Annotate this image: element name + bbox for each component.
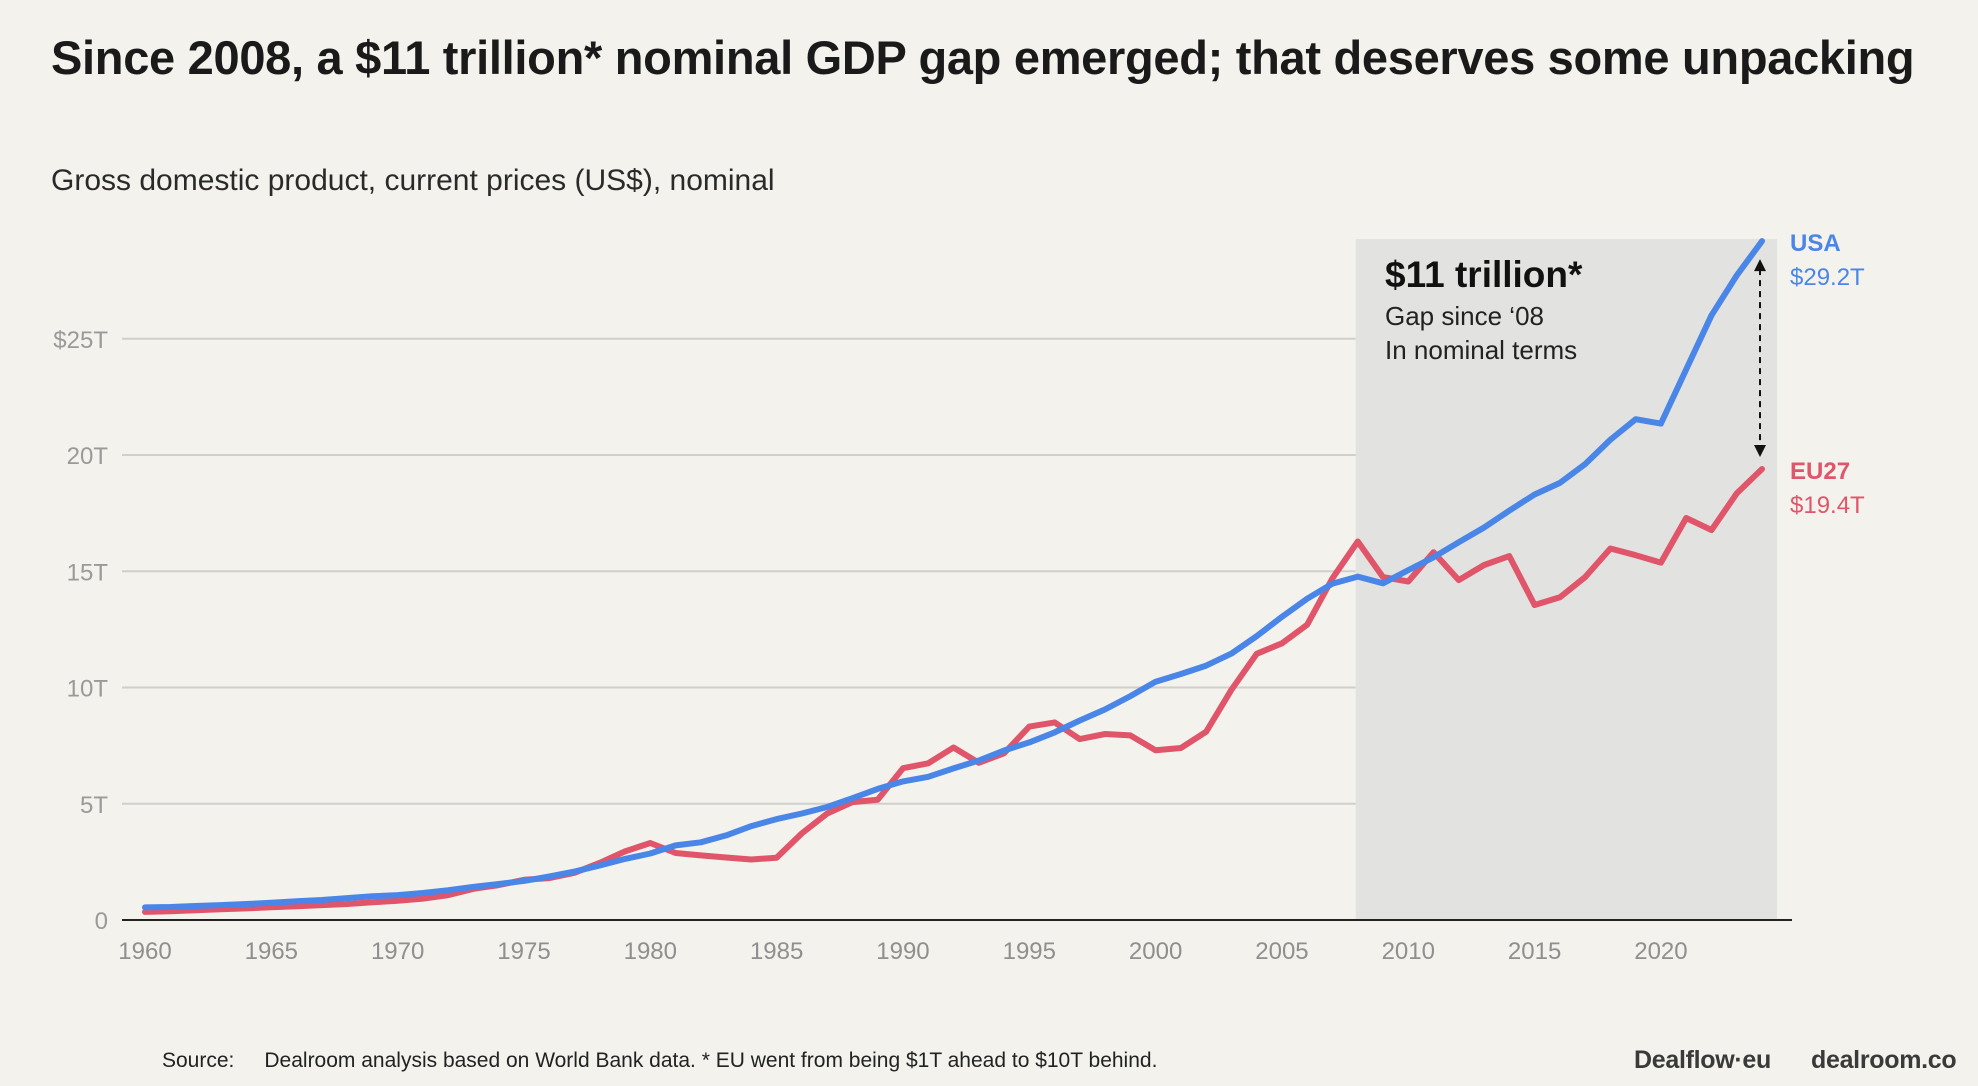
x-tick-label: 2020 [1634,938,1687,965]
annotation-line2: In nominal terms [1385,335,1577,365]
x-tick-label: 1970 [371,938,424,965]
series-line-usa [142,238,1765,911]
gridlines [122,337,1356,805]
dealroom-logo: dealroom.co [1811,1046,1957,1074]
x-tick-label: 1990 [876,938,929,965]
dealflow-eu-logo: Dealflow·eu [1634,1046,1771,1074]
post-2008-highlight-band [1355,239,1777,920]
chart-subtitle: Gross domestic product, current prices (… [51,164,775,197]
annotation-line1: Gap since ‘08 [1385,301,1544,331]
x-tick-label: 2000 [1129,938,1182,965]
series-name-label: USA [1790,230,1841,257]
x-tick-label: 1960 [118,938,171,965]
x-tick-label: 2010 [1382,938,1435,965]
x-tick-label: 1995 [1003,938,1056,965]
gap-arrow [1754,259,1766,457]
x-tick-label: 1965 [245,938,298,965]
source-label: Source: [162,1049,235,1072]
series-name-label: EU27 [1790,458,1850,485]
series-end-labels: USA $29.2T EU27 $19.4T [1790,230,1865,519]
y-tick-label: 5T [80,792,108,819]
gap-arrowhead-top [1754,259,1766,272]
y-tick-label: 15T [67,559,109,586]
series-value-label: $29.2T [1790,264,1865,291]
annotation-headline: $11 trillion* [1385,254,1583,295]
source-note: Source: Dealroom analysis based on World … [162,1049,1157,1073]
y-tick-label: 10T [67,676,109,703]
x-tick-label: 2005 [1255,938,1308,965]
series-line-eu27 [142,466,1765,915]
x-tick-label: 1980 [624,938,677,965]
y-tick-label: 0 [95,908,108,935]
y-axis-ticks: 0 5T 10T 15T 20T $25T [53,327,108,935]
x-tick-label: 1975 [497,938,550,965]
source-text: Dealroom analysis based on World Bank da… [264,1049,1158,1072]
series-lines [142,238,1765,915]
x-tick-label: 1985 [750,938,803,965]
series-value-label: $19.4T [1790,492,1865,519]
chart-title: Since 2008, a $11 trillion* nominal GDP … [51,31,1915,84]
gap-arrowhead-bottom [1754,444,1766,457]
x-axis-ticks: 1960 1965 1970 1975 1980 1985 1990 1995 2000 2005… [118,938,1687,965]
y-tick-label: 20T [67,443,109,470]
x-tick-label: 2015 [1508,938,1561,965]
y-tick-label: $25T [53,327,108,354]
